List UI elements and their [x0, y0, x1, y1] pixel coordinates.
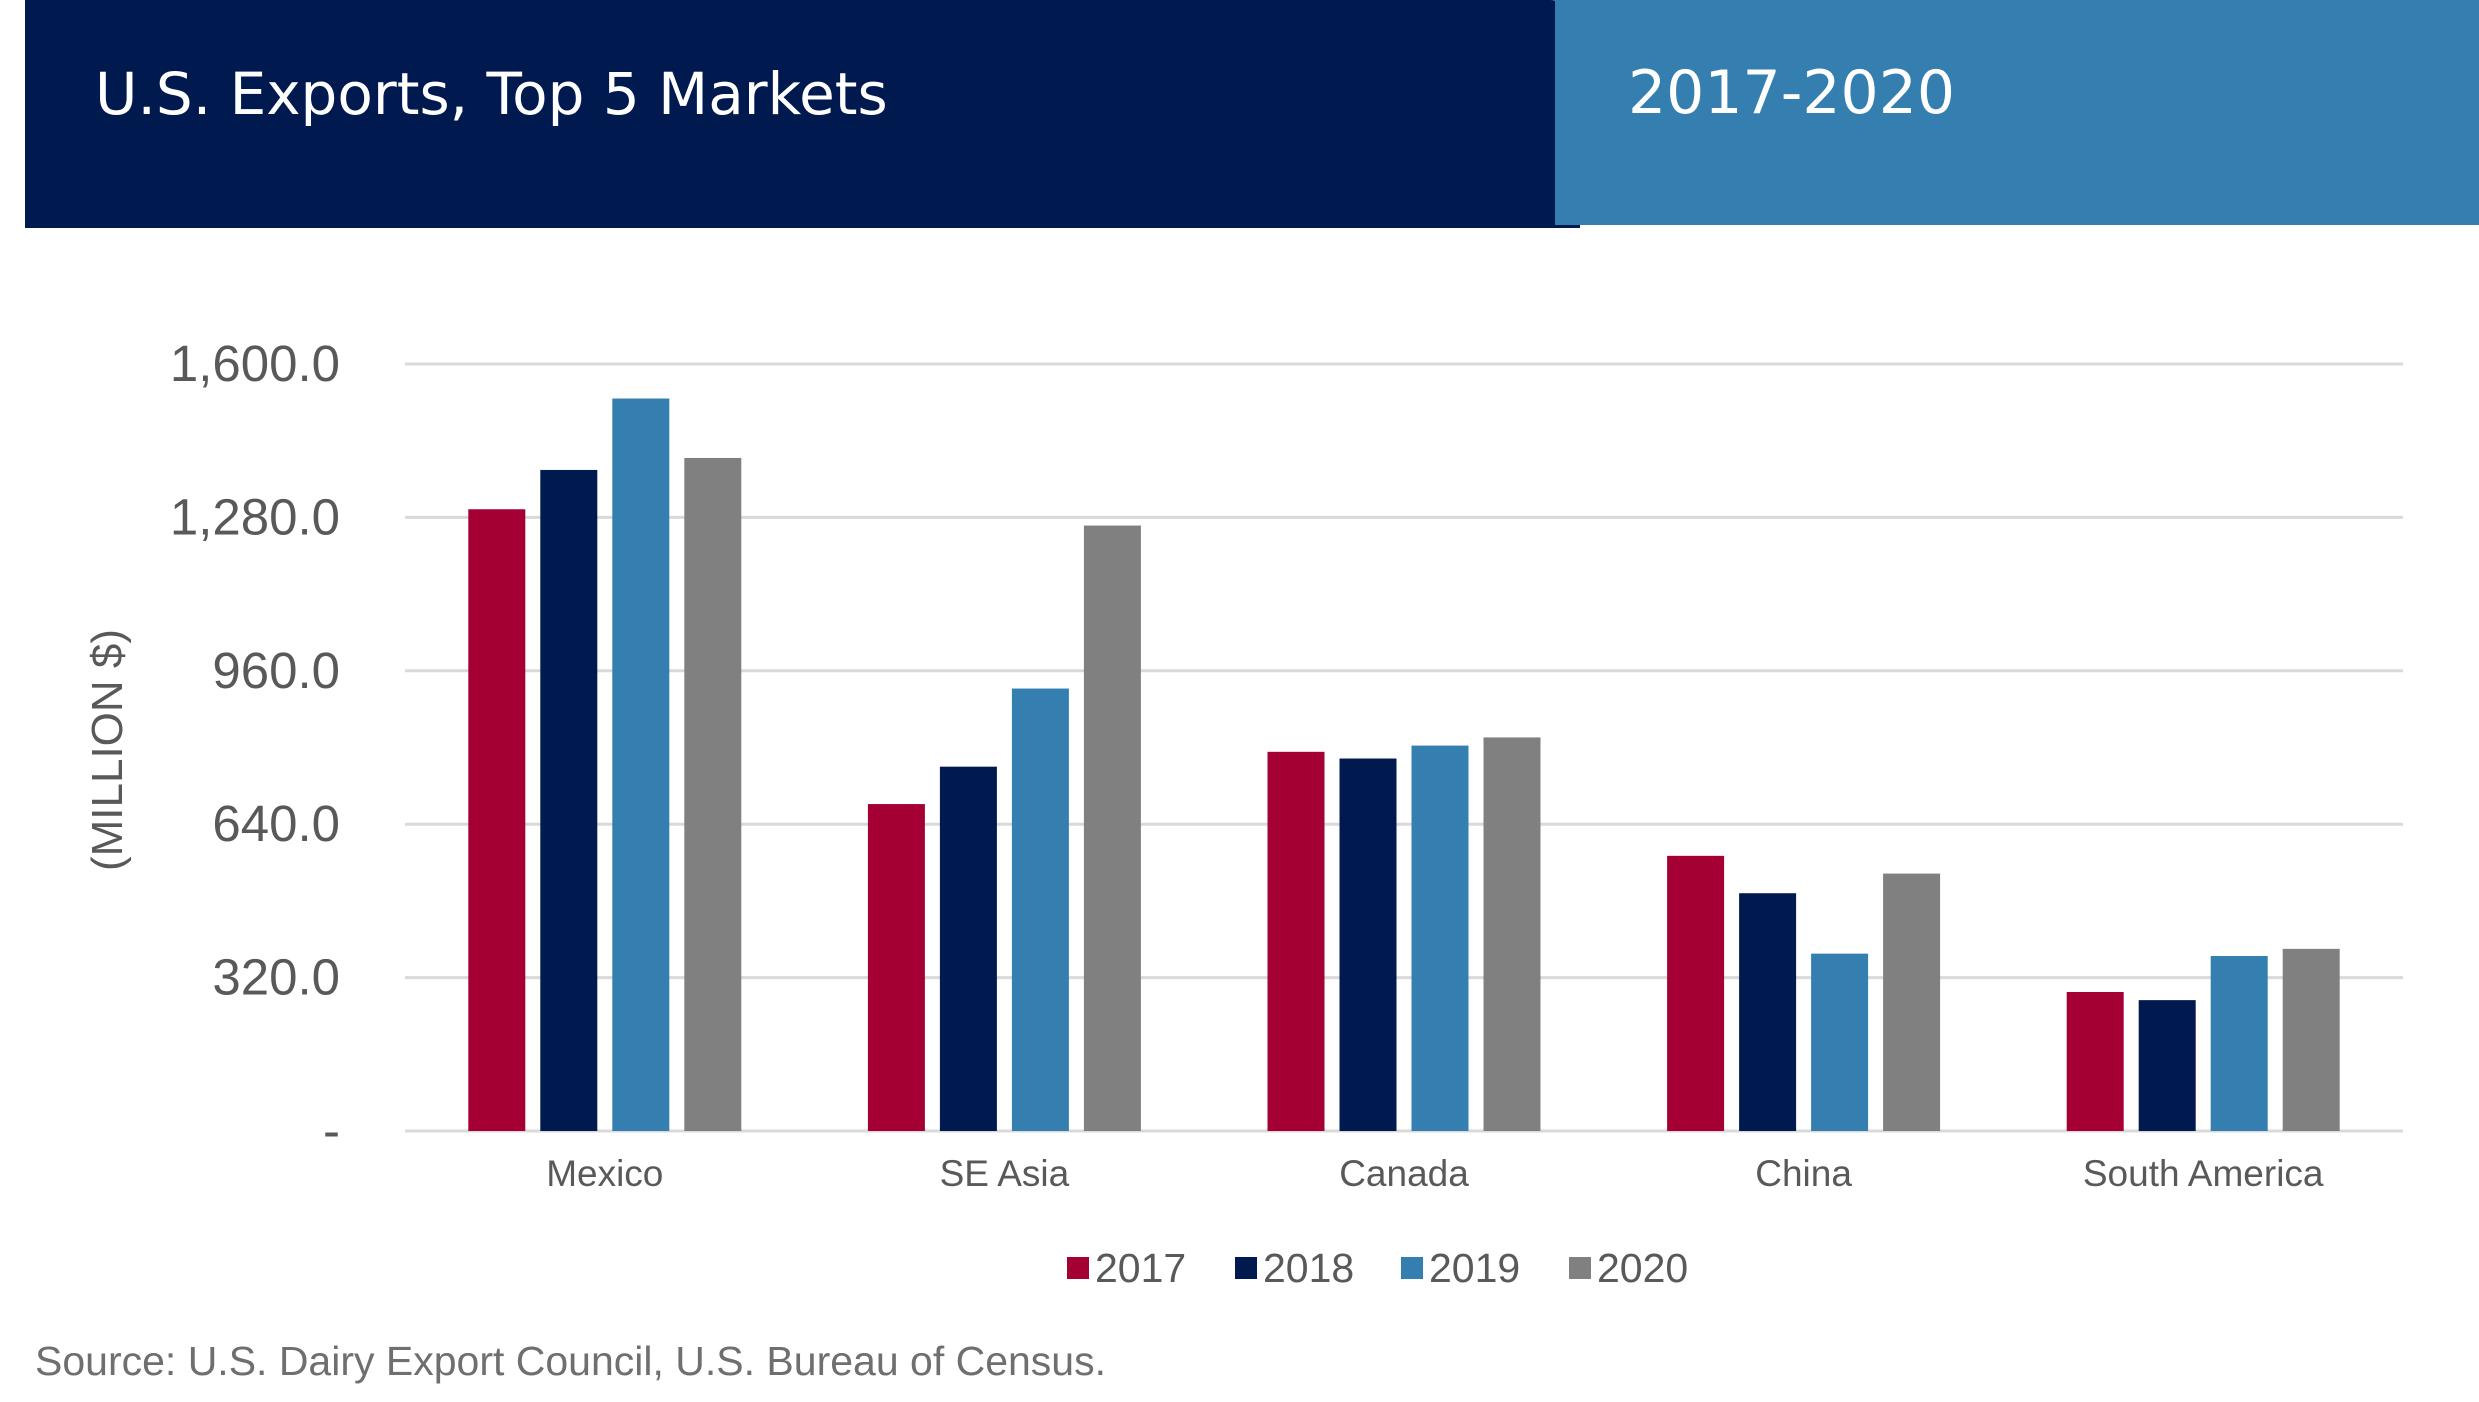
y-tick-label: -: [323, 1102, 340, 1159]
bar-2017-china: [1667, 855, 1725, 1131]
bar-2017-south-america: [2066, 991, 2124, 1131]
x-tick-label: South America: [2083, 1153, 2324, 1194]
legend-swatch-2020: [1569, 1257, 1591, 1279]
y-tick-label: 320.0: [212, 949, 340, 1006]
y-axis-ticks: - 320.0 640.0 960.0 1,280.0 1,600.0: [170, 335, 340, 1159]
y-axis-label: (MILLION $): [83, 629, 132, 871]
legend-label-2019: 2019: [1429, 1245, 1520, 1291]
legend-label-2020: 2020: [1597, 1245, 1688, 1291]
y-tick-label: 960.0: [212, 642, 340, 699]
x-tick-label: Mexico: [546, 1153, 663, 1194]
bar-2017-se-asia: [867, 804, 925, 1131]
bar-2019-canada: [1411, 745, 1469, 1131]
x-tick-label: China: [1755, 1153, 1852, 1194]
header-title-banner: [25, 0, 1580, 228]
bar-2018-mexico: [540, 469, 598, 1131]
bar-2019-se-asia: [1011, 688, 1069, 1131]
legend-label-2018: 2018: [1263, 1245, 1354, 1291]
chart-title: U.S. Exports, Top 5 Markets: [95, 60, 888, 128]
bar-2020-mexico: [684, 457, 742, 1131]
bar-2020-se-asia: [1083, 525, 1141, 1131]
bar-2017-canada: [1267, 751, 1325, 1131]
bar-2019-china: [1811, 953, 1869, 1131]
bar-2018-south-america: [2138, 1000, 2196, 1131]
legend-label-2017: 2017: [1095, 1245, 1186, 1291]
x-tick-label: Canada: [1339, 1153, 1469, 1194]
bar-2020-south-america: [2282, 948, 2340, 1131]
bar-2018-canada: [1339, 758, 1397, 1131]
legend-swatch-2019: [1401, 1257, 1423, 1279]
legend-swatch-2017: [1067, 1257, 1089, 1279]
bar-2018-se-asia: [939, 766, 997, 1131]
bars: [468, 398, 2340, 1131]
bar-2019-mexico: [612, 398, 670, 1131]
y-tick-label: 1,600.0: [170, 335, 340, 392]
y-tick-label: 1,280.0: [170, 488, 340, 545]
bar-2018-china: [1739, 893, 1797, 1131]
header-years-banner: [1555, 0, 2479, 225]
y-tick-label: 640.0: [212, 795, 340, 852]
x-tick-label: SE Asia: [940, 1153, 1070, 1194]
bar-2020-canada: [1483, 737, 1541, 1131]
legend: 2017 2018 2019 2020: [1067, 1245, 1688, 1291]
bar-2019-south-america: [2210, 956, 2268, 1131]
bar-2017-mexico: [468, 509, 526, 1131]
legend-swatch-2018: [1235, 1257, 1257, 1279]
source-note: Source: U.S. Dairy Export Council, U.S. …: [35, 1338, 1107, 1384]
bar-2020-china: [1883, 873, 1941, 1131]
x-axis-ticks: Mexico SE Asia Canada China South America: [546, 1153, 2324, 1194]
chart-years: 2017-2020: [1628, 58, 1956, 128]
